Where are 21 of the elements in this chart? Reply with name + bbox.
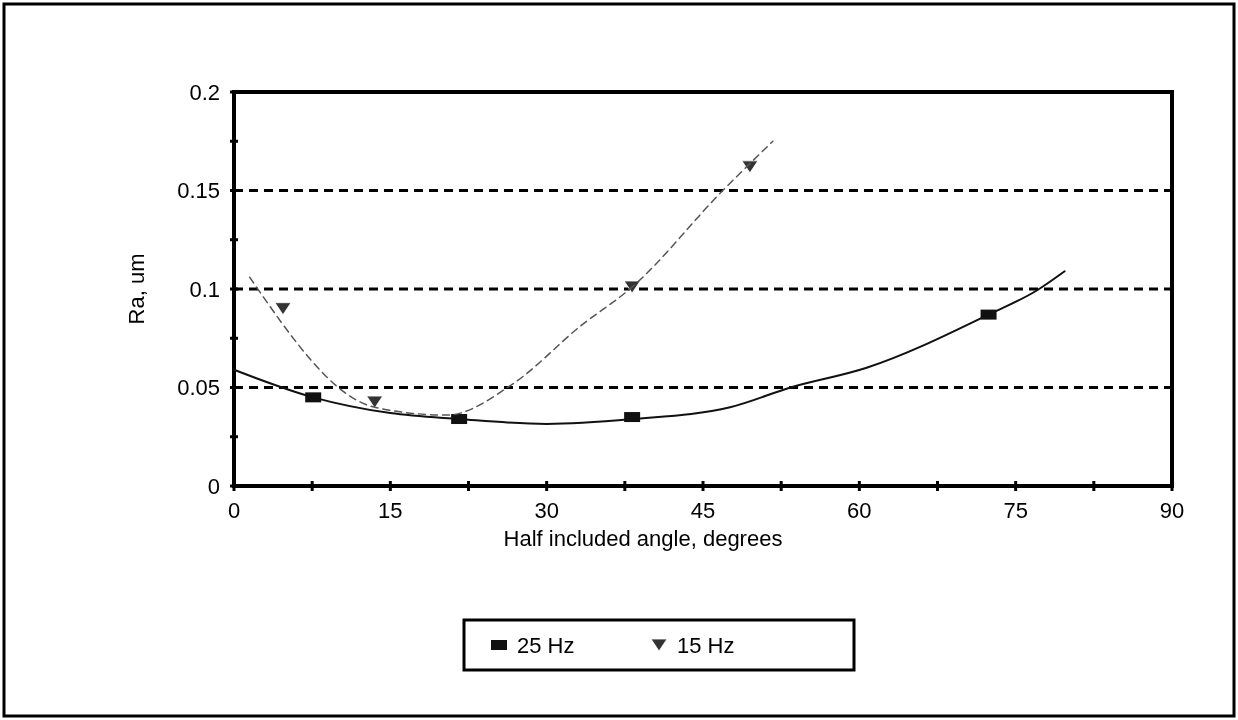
x-tick-label: 15 (378, 498, 403, 523)
point (741, 160, 759, 174)
x-axis-title: Half included angle, degrees (503, 526, 783, 551)
line-series (248, 140, 774, 416)
x-tick-label: 75 (1003, 498, 1028, 523)
x-tick-label: 45 (690, 498, 716, 523)
x-tick-label: 90 (1159, 498, 1185, 523)
y-tick-label: 0.15 (177, 178, 220, 204)
point (366, 395, 384, 409)
x-tick-label: 0 (227, 498, 241, 523)
legend-label: 25 Hz (517, 632, 575, 658)
y-tick-label: 0.05 (177, 375, 220, 401)
y-tick-label: 0.2 (189, 79, 220, 105)
x-tick-label: 30 (534, 498, 559, 523)
y-tick-label: 0.1 (189, 276, 220, 302)
y-axis-title: Ra, um (124, 253, 149, 325)
point (274, 302, 292, 316)
x-tick-label: 60 (847, 498, 872, 523)
line-series (233, 270, 1066, 425)
y-tick-label: 0 (207, 473, 220, 499)
legend-label: 15 Hz (677, 632, 735, 658)
